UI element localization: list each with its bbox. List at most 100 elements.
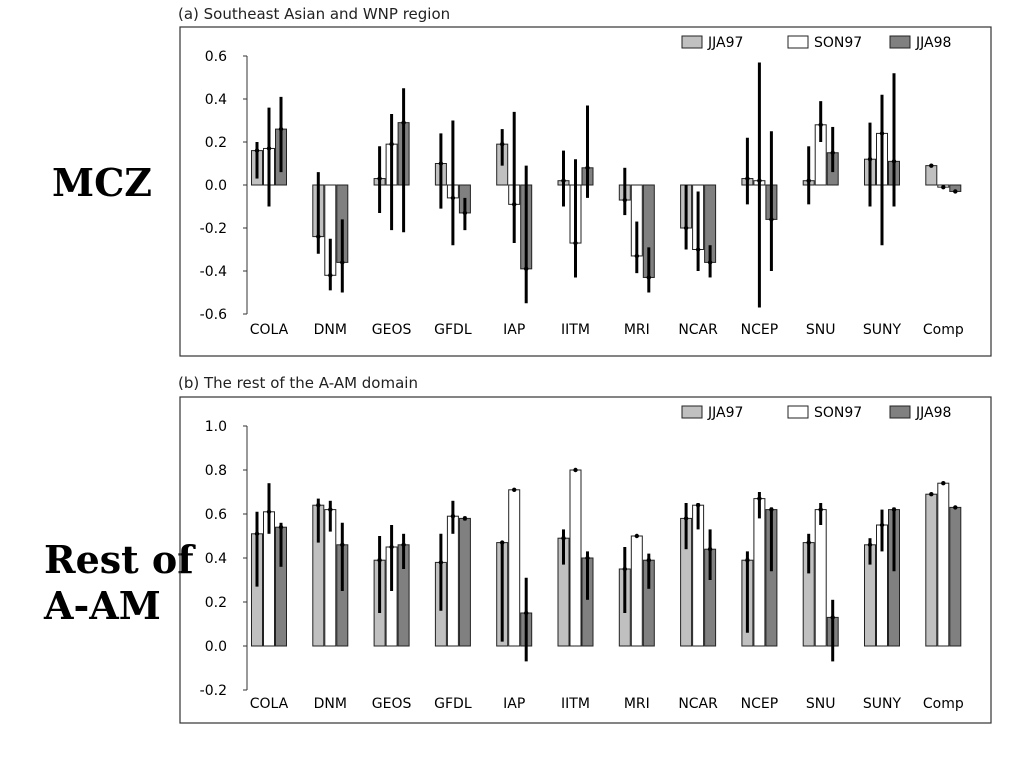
mean-dot — [830, 615, 835, 620]
mean-dot — [500, 141, 505, 147]
y-tick-label: 0.0 — [205, 178, 227, 194]
mean-dot — [622, 566, 627, 572]
legend-label-jja97: JJA97 — [707, 35, 743, 51]
mean-dot — [622, 197, 627, 203]
x-tick-label: SUNY — [863, 322, 902, 338]
mean-dot — [769, 217, 774, 222]
row-label-rest-line2: A-AM — [44, 583, 161, 628]
y-tick-label: 1.0 — [205, 419, 227, 435]
x-tick-label: MRI — [624, 696, 650, 712]
plot-frame — [179, 396, 992, 724]
bar-jja98 — [458, 517, 471, 647]
x-tick-label: SNU — [806, 696, 836, 712]
panel-a-title: (a) Southeast Asian and WNP region — [178, 5, 451, 23]
y-tick-label: -0.2 — [200, 221, 227, 237]
y-tick-label: 0.0 — [205, 639, 227, 655]
bar-son97 — [446, 515, 459, 647]
mean-dot — [500, 540, 505, 545]
x-tick-label: DNM — [314, 696, 347, 712]
x-tick-label: IAP — [503, 322, 525, 338]
y-tick-label: 0.6 — [205, 49, 227, 65]
mean-dot — [646, 558, 651, 563]
mean-dot — [929, 163, 934, 168]
x-tick-label: IITM — [561, 322, 590, 338]
plot-frame — [179, 26, 992, 357]
mean-dot — [867, 157, 873, 162]
mean-dot — [561, 536, 566, 541]
mean-dot — [328, 507, 333, 512]
mean-dot — [278, 525, 284, 530]
mean-dot — [524, 610, 529, 616]
y-tick-label: 0.8 — [205, 463, 227, 479]
legend-swatch-jja98 — [889, 405, 911, 419]
x-tick-label: COLA — [250, 322, 289, 338]
mean-dot — [340, 260, 345, 265]
x-tick-label: SUNY — [863, 696, 902, 712]
mean-dot — [769, 507, 774, 512]
legend-label-jja98: JJA98 — [915, 405, 951, 421]
mean-dot — [524, 266, 529, 272]
legend-label-jja97: JJA97 — [707, 405, 743, 421]
mean-dot — [953, 505, 958, 510]
mean-dot — [573, 467, 578, 473]
x-tick-label: IITM — [561, 696, 590, 712]
mean-dot — [266, 509, 272, 514]
mean-dot — [830, 150, 835, 155]
mean-dot — [707, 547, 713, 552]
bar-son97 — [569, 469, 582, 647]
mean-dot — [929, 492, 934, 497]
mean-dot — [401, 542, 406, 547]
y-tick-label: -0.2 — [200, 683, 227, 699]
y-tick-label: 0.6 — [205, 507, 227, 523]
mean-dot — [462, 210, 468, 216]
mean-dot — [561, 178, 566, 183]
mean-dot — [512, 202, 517, 207]
mean-dot — [634, 533, 639, 539]
mean-dot — [340, 542, 345, 547]
legend-label-son97: SON97 — [814, 35, 862, 51]
bar-son97 — [814, 509, 827, 647]
mean-dot — [891, 507, 897, 512]
mean-dot — [879, 131, 885, 136]
mean-dot — [695, 503, 701, 508]
mean-dot — [683, 516, 689, 521]
x-tick-label: GFDL — [434, 696, 472, 712]
mean-dot — [254, 148, 260, 153]
mean-dot — [585, 165, 590, 170]
x-tick-label: IAP — [503, 696, 525, 712]
mean-dot — [707, 260, 713, 265]
mean-dot — [377, 558, 382, 563]
mean-dot — [254, 531, 260, 536]
mean-dot — [438, 161, 444, 166]
mean-dot — [941, 184, 946, 190]
mean-dot — [818, 122, 823, 128]
x-tick-label: MRI — [624, 322, 650, 338]
x-tick-label: COLA — [250, 696, 289, 712]
mean-dot — [401, 120, 406, 125]
mean-dot — [806, 178, 811, 183]
mean-dot — [953, 189, 958, 194]
mean-dot — [389, 141, 394, 147]
x-tick-label: NCAR — [678, 322, 718, 338]
row-label-mcz: MCZ — [52, 160, 153, 205]
mean-dot — [879, 522, 885, 528]
row-label-rest-line1: Rest of — [44, 537, 194, 582]
bar-jja97 — [925, 493, 938, 647]
x-tick-label: Comp — [923, 696, 964, 712]
y-tick-label: 0.2 — [205, 595, 227, 611]
mean-dot — [377, 176, 382, 181]
x-tick-label: NCEP — [741, 322, 779, 338]
mean-dot — [450, 514, 456, 519]
bar-jja98 — [949, 506, 962, 647]
mean-dot — [941, 481, 946, 486]
mean-dot — [316, 234, 321, 239]
mean-dot — [389, 544, 394, 550]
legend-swatch-son97 — [787, 405, 809, 419]
y-tick-label: -0.4 — [200, 264, 227, 280]
mean-dot — [585, 555, 590, 561]
mean-dot — [646, 275, 651, 280]
bar-son97 — [630, 535, 643, 647]
mean-dot — [634, 253, 639, 259]
legend-label-son97: SON97 — [814, 405, 862, 421]
y-tick-label: -0.6 — [200, 307, 227, 323]
